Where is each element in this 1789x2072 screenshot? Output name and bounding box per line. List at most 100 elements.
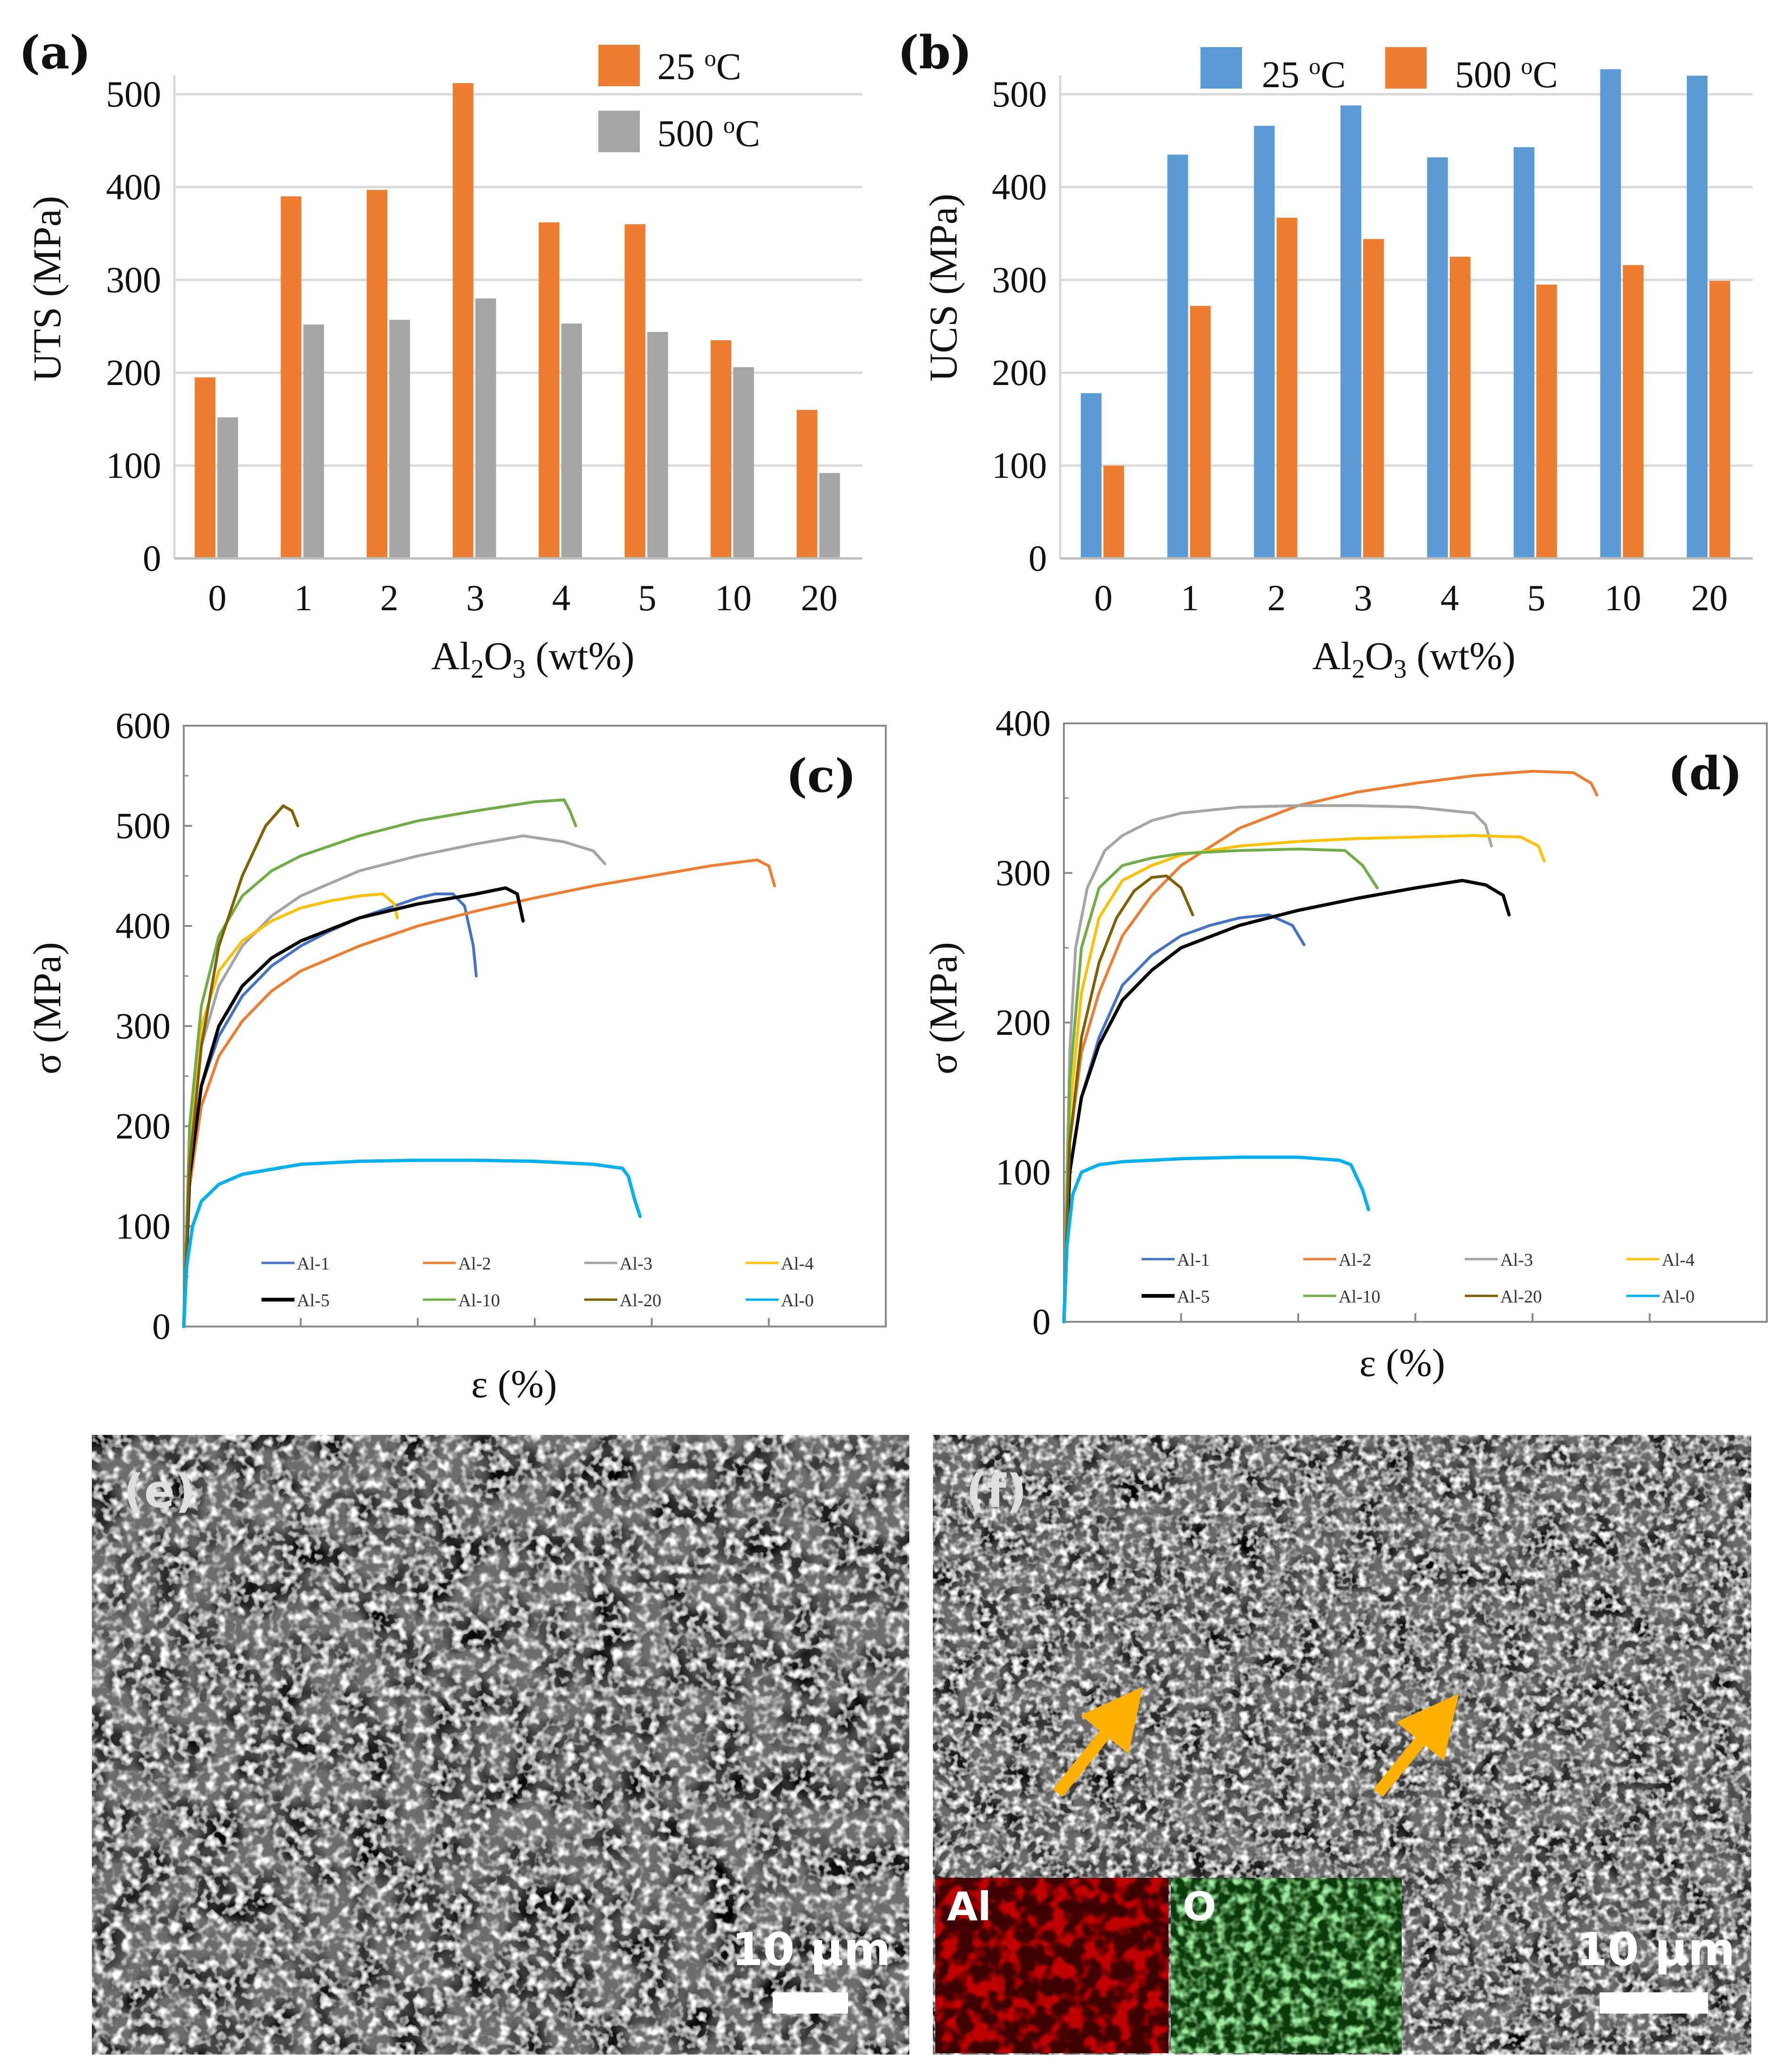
a-bar-series1 bbox=[711, 340, 732, 558]
b-legend-label-500c: 500 oC bbox=[1455, 53, 1558, 96]
a-bar-series2 bbox=[475, 298, 496, 558]
a-xtick-label: 3 bbox=[466, 577, 484, 618]
b-ytick-label: 200 bbox=[992, 352, 1047, 393]
b-ytick-label: 500 bbox=[992, 74, 1047, 115]
c-ytick-label: 400 bbox=[115, 905, 171, 946]
c-ytick-label: 200 bbox=[115, 1106, 171, 1147]
c-legend-label-al-4: Al-4 bbox=[781, 1254, 814, 1274]
b-ytick-label: 0 bbox=[1029, 538, 1047, 579]
b-xtick-label: 4 bbox=[1440, 577, 1459, 618]
d-plot-frame bbox=[1063, 722, 1768, 1323]
b-bar-series1 bbox=[1513, 147, 1535, 558]
a-ylabel: UTS (MPa) bbox=[25, 196, 69, 382]
a-legend-label-500c: 500 oC bbox=[657, 112, 760, 155]
eds-label-o: O bbox=[1183, 1884, 1216, 1930]
c-ylabel: σ (MPa) bbox=[25, 942, 69, 1074]
b-xtick-label: 3 bbox=[1354, 577, 1372, 618]
a-ytick-label: 400 bbox=[106, 166, 161, 207]
a-legend-label-25c: 25 oC bbox=[657, 45, 741, 88]
b-ytick-label: 100 bbox=[992, 445, 1047, 486]
c-line-al-10 bbox=[182, 798, 577, 1328]
d-ylabel: σ (MPa) bbox=[922, 942, 965, 1074]
c-legend-label-al-1: Al-1 bbox=[297, 1254, 330, 1274]
c-plot-frame bbox=[183, 725, 887, 1327]
d-line-al-4 bbox=[1062, 834, 1546, 1323]
c-xlabel: ε (%) bbox=[471, 1362, 557, 1406]
a-xtick-label: 4 bbox=[552, 577, 571, 618]
d-line-al-20 bbox=[1062, 874, 1194, 1323]
d-axes: 0 100 200 300 400 bbox=[996, 703, 1768, 1342]
panel-label-a: (a) bbox=[19, 26, 91, 79]
d-legend-label-al-2: Al-2 bbox=[1339, 1250, 1372, 1270]
c-legend-label-al-5: Al-5 bbox=[297, 1291, 330, 1310]
b-xlabel: Al2O3 (wt%) bbox=[1312, 634, 1516, 684]
d-line-al-2 bbox=[1062, 770, 1599, 1323]
d-legend-label-al-0: Al-0 bbox=[1662, 1287, 1695, 1307]
b-bar-series2 bbox=[1709, 280, 1731, 558]
c-legend-label-al-3: Al-3 bbox=[620, 1254, 653, 1274]
b-legend: 25 oC 500 oC bbox=[1201, 47, 1558, 96]
a-bar-series1 bbox=[367, 189, 388, 558]
a-bar-series1 bbox=[796, 409, 817, 558]
a-legend: 25 oC 500 oC bbox=[598, 45, 760, 155]
a-xtick-label: 5 bbox=[638, 577, 656, 618]
panel-label-f: (f) bbox=[966, 1465, 1027, 1518]
panel-label-c: (c) bbox=[786, 749, 856, 803]
a-bar-series2 bbox=[303, 324, 324, 558]
d-legend-label-al-10: Al-10 bbox=[1339, 1287, 1381, 1307]
eds-map-al-texture bbox=[935, 1878, 1168, 2053]
panel-label-d: (d) bbox=[1668, 747, 1742, 800]
c-legend-label-al-10: Al-10 bbox=[458, 1291, 500, 1310]
d-lines bbox=[1062, 770, 1599, 1324]
a-axes: 0 100 200 300 400 500 0 1 2 3 4 5 10 20 bbox=[106, 74, 862, 618]
a-xlabel: Al2O3 (wt%) bbox=[431, 634, 635, 684]
d-line-al-0 bbox=[1062, 1155, 1370, 1324]
panel-label-e: (e) bbox=[123, 1465, 196, 1518]
c-line-al-20 bbox=[182, 804, 300, 1328]
d-legend-label-al-1: Al-1 bbox=[1177, 1250, 1210, 1270]
a-bar-series2 bbox=[733, 367, 754, 558]
b-gridlines bbox=[1060, 93, 1753, 467]
b-xtick-label: 10 bbox=[1604, 577, 1641, 618]
a-legend-swatch-25c bbox=[598, 45, 640, 86]
c-ytick-label: 100 bbox=[115, 1206, 171, 1247]
panel-label-b: (b) bbox=[898, 26, 972, 79]
panel-b-bar-chart: 0 100 200 300 400 500 0 1 2 3 4 5 10 20 bbox=[992, 69, 1753, 618]
c-legend-label-al-20: Al-20 bbox=[620, 1291, 662, 1310]
a-xtick-label: 2 bbox=[380, 577, 399, 618]
e-scale-bar bbox=[773, 1992, 848, 2014]
a-bar-series1 bbox=[280, 196, 302, 558]
d-legend-label-al-3: Al-3 bbox=[1500, 1250, 1533, 1270]
c-axes: 0 100 200 300 400 500 600 bbox=[115, 705, 887, 1347]
b-bar-series2 bbox=[1536, 284, 1557, 558]
b-legend-swatch-25c bbox=[1201, 47, 1242, 89]
d-ytick-label: 100 bbox=[996, 1152, 1051, 1193]
a-bar-series2 bbox=[389, 319, 410, 558]
c-line-al-0 bbox=[182, 1158, 642, 1328]
d-legend-label-al-5: Al-5 bbox=[1177, 1287, 1210, 1307]
panel-f-sem-image: (f) Al O 10 μm bbox=[933, 1435, 1751, 2055]
d-legend: Al-1 Al-2 Al-3 Al-4 Al-5 Al-10 Al-20 Al-0 bbox=[1142, 1250, 1695, 1307]
a-bar-series1 bbox=[195, 377, 216, 558]
d-line-al-10 bbox=[1062, 847, 1379, 1323]
d-line-al-3 bbox=[1062, 804, 1493, 1323]
b-bar-series2 bbox=[1449, 256, 1470, 558]
a-bar-series1 bbox=[624, 224, 645, 558]
d-legend-label-al-4: Al-4 bbox=[1662, 1250, 1695, 1270]
a-bar-series1 bbox=[539, 222, 560, 558]
f-scale-bar-label: 10 μm bbox=[1576, 1923, 1735, 1976]
b-ytick-label: 300 bbox=[992, 259, 1047, 300]
b-bar-series1 bbox=[1254, 125, 1275, 559]
a-bar-series1 bbox=[452, 83, 474, 559]
b-bar-series2 bbox=[1276, 218, 1298, 558]
a-bar-series2 bbox=[819, 473, 840, 558]
c-line-al-2 bbox=[182, 858, 776, 1328]
a-xtick-label: 10 bbox=[715, 577, 752, 618]
a-bar-series2 bbox=[561, 323, 582, 558]
b-axes: 0 100 200 300 400 500 0 1 2 3 4 5 10 20 bbox=[992, 74, 1753, 618]
c-line-al-5 bbox=[182, 886, 525, 1328]
b-bar-series2 bbox=[1103, 466, 1124, 558]
b-xtick-label: 0 bbox=[1094, 577, 1112, 618]
